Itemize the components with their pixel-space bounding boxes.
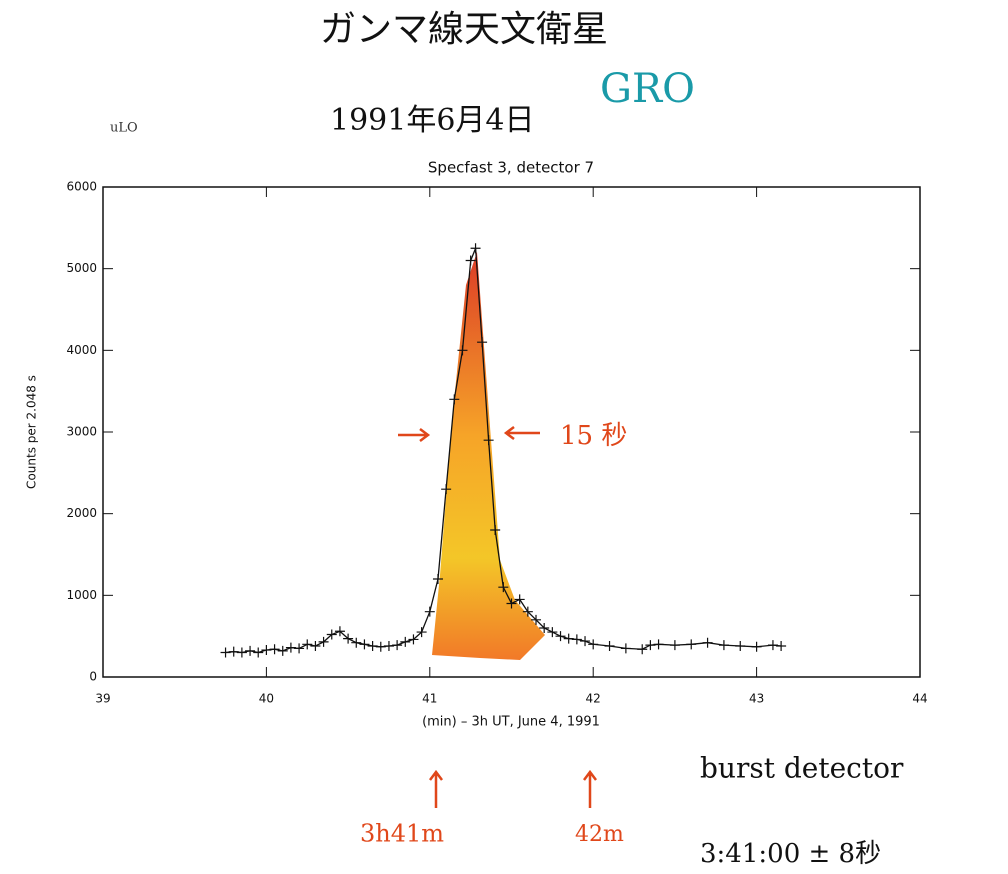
chart: Specfast 3, detector 7 (min) – 3h UT, Ju…: [0, 0, 1008, 874]
data-marker: [686, 639, 696, 649]
annotation: 42m: [575, 822, 624, 847]
annotation: 3h41m: [360, 820, 444, 848]
x-tick-label: 40: [259, 692, 274, 706]
chart-title: Specfast 3, detector 7: [428, 159, 594, 177]
x-tick-label: 42: [586, 692, 601, 706]
y-tick-label: 1000: [66, 588, 97, 602]
annotation: uLO: [110, 121, 138, 136]
data-marker: [425, 607, 435, 617]
data-marker: [605, 641, 615, 651]
annotation: GRO: [600, 66, 695, 112]
y-tick-label: 5000: [66, 261, 97, 275]
x-axis-label: (min) – 3h UT, June 4, 1991: [422, 715, 600, 730]
data-marker: [572, 634, 582, 644]
annotation: 3:41:00 ± 8秒: [700, 839, 881, 869]
y-tick-label: 2000: [66, 506, 97, 520]
data-marker: [368, 641, 378, 651]
data-marker: [471, 243, 481, 253]
y-tick-label: 0: [89, 670, 97, 684]
data-marker: [621, 643, 631, 653]
x-tick-label: 41: [422, 692, 437, 706]
annotation: 1991年6月4日: [330, 103, 535, 138]
x-tick-label: 43: [749, 692, 764, 706]
data-marker: [237, 648, 247, 658]
x-tick-label: 44: [912, 692, 927, 706]
x-tick-label: 39: [95, 692, 110, 706]
data-marker: [384, 641, 394, 651]
y-tick-label: 3000: [66, 425, 97, 439]
data-marker: [752, 642, 762, 652]
annotation: burst detector: [700, 752, 904, 785]
annotation: ガンマ線天文衛星: [320, 9, 608, 50]
data-marker: [376, 642, 386, 652]
data-marker: [221, 648, 231, 658]
data-marker: [719, 640, 729, 650]
data-marker: [564, 634, 574, 644]
y-tick-label: 4000: [66, 343, 97, 357]
data-marker: [654, 639, 664, 649]
y-tick-label: 6000: [66, 180, 97, 194]
data-marker: [261, 645, 271, 655]
data-marker: [735, 641, 745, 651]
data-marker: [703, 638, 713, 648]
data-marker: [253, 648, 263, 658]
data-marker: [670, 640, 680, 650]
data-marker: [776, 641, 786, 651]
data-marker: [245, 646, 255, 656]
data-marker: [229, 647, 239, 657]
data-marker: [768, 640, 778, 650]
data-marker: [359, 639, 369, 649]
annotation: 15 秒: [560, 421, 627, 451]
data-marker: [270, 644, 280, 654]
y-axis-label: Counts per 2.048 s: [25, 375, 39, 489]
